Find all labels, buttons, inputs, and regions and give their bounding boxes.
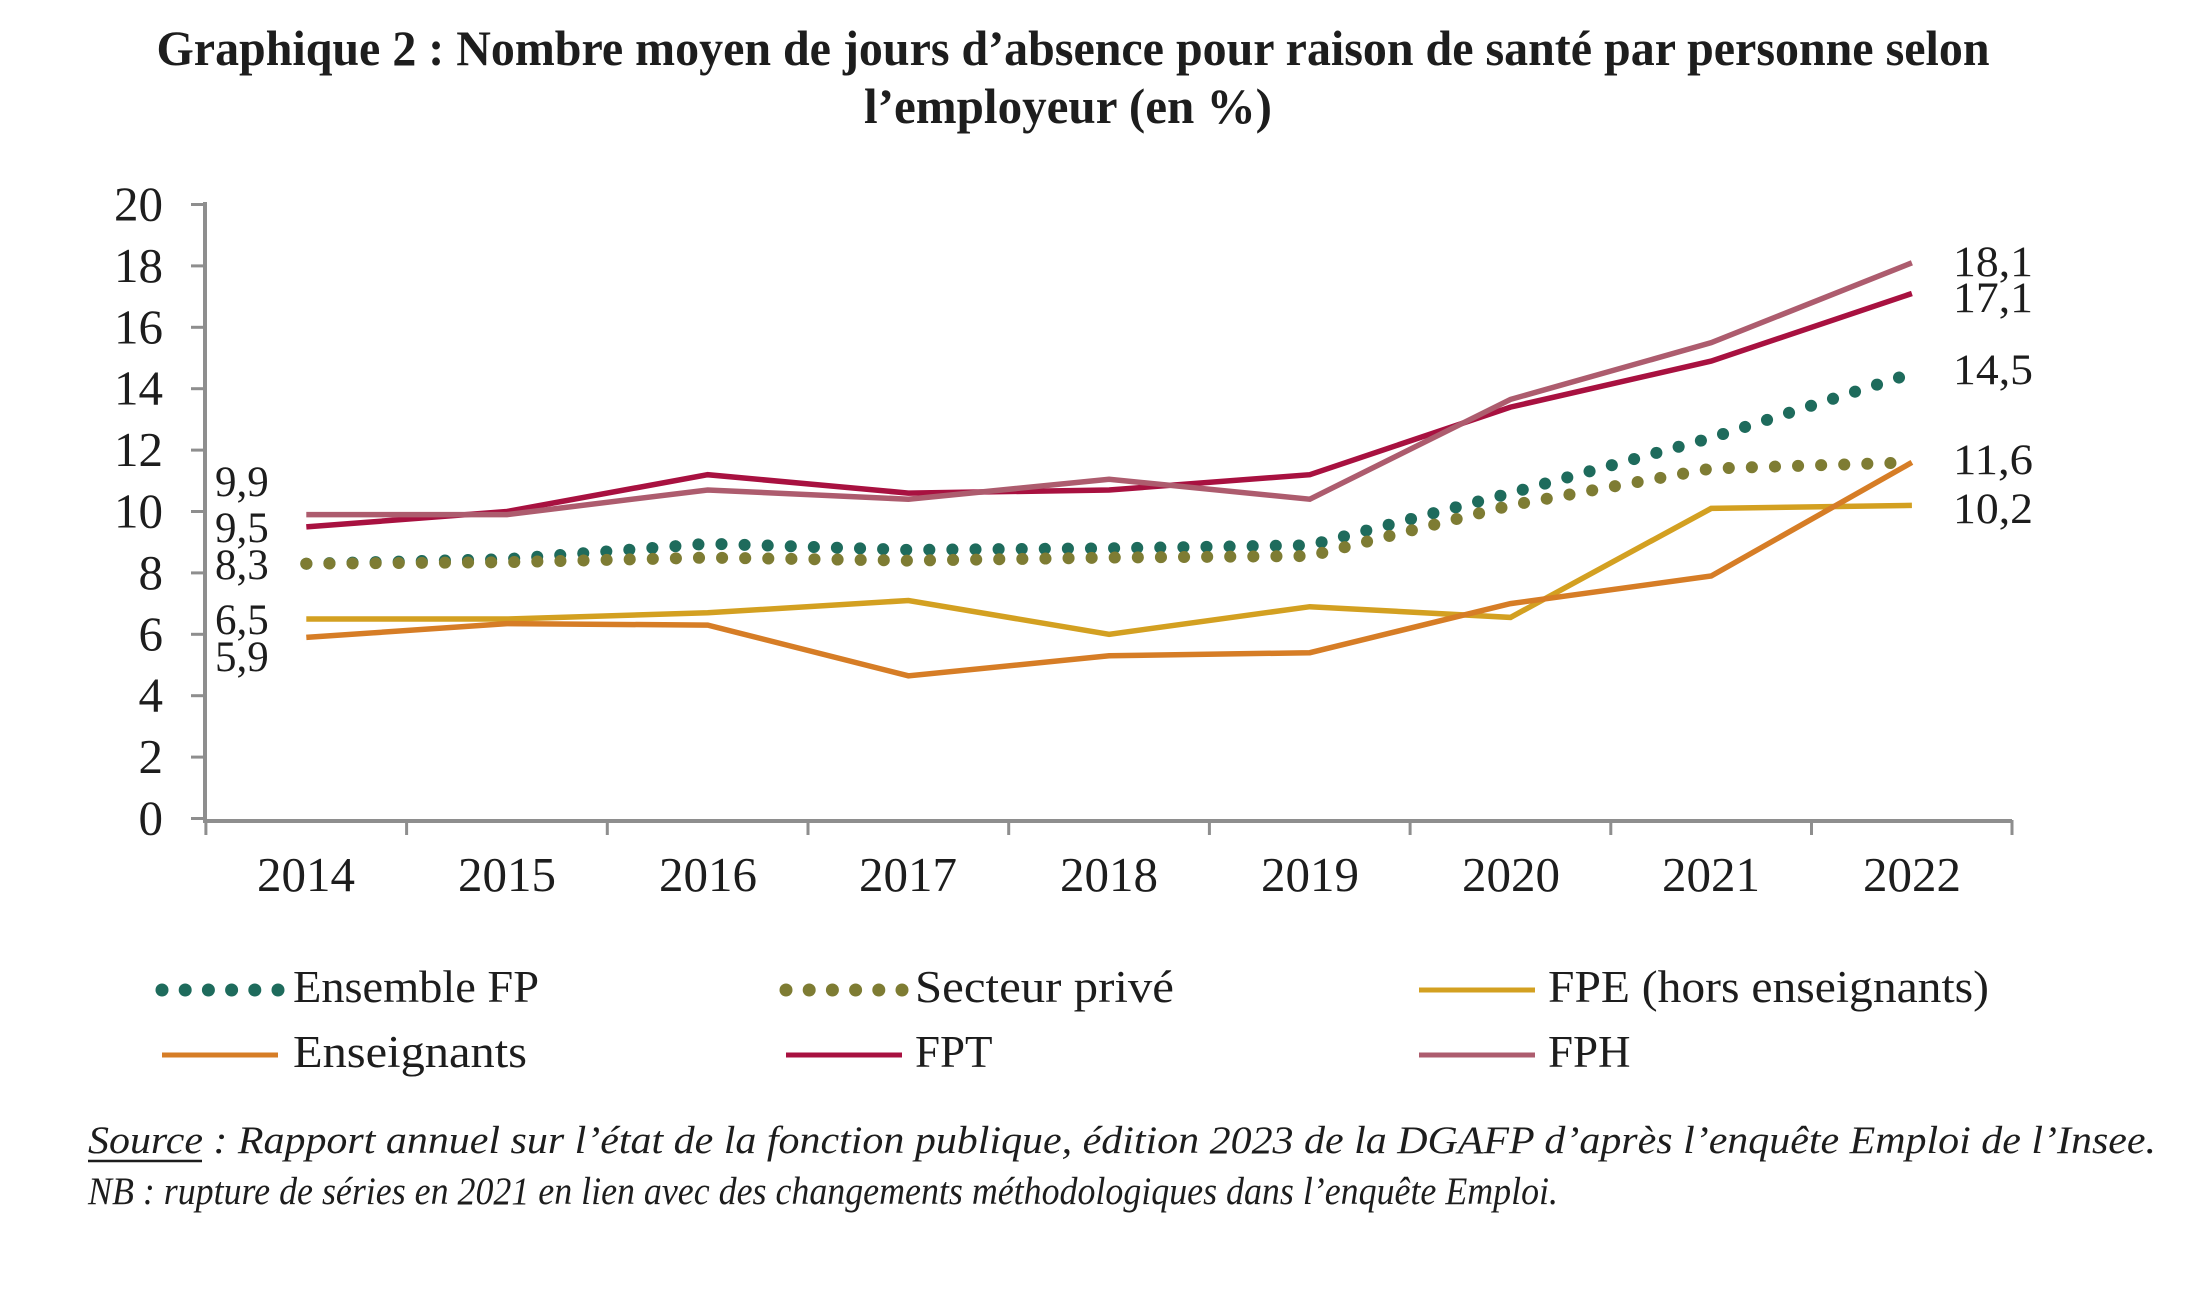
svg-text:Ensemble FP: Ensemble FP (293, 962, 539, 1012)
svg-text:10,2: 10,2 (1953, 486, 2033, 533)
svg-text:2: 2 (139, 729, 164, 784)
svg-text:18: 18 (114, 238, 163, 293)
svg-text:5,9: 5,9 (215, 634, 269, 681)
svg-text:18,1: 18,1 (1953, 239, 2033, 286)
svg-text:l’employeur (en %): l’employeur (en %) (864, 78, 1272, 134)
svg-text:2015: 2015 (458, 847, 556, 902)
svg-text:0: 0 (139, 791, 164, 846)
svg-text:11,6: 11,6 (1953, 437, 2033, 484)
svg-text:2019: 2019 (1261, 847, 1359, 902)
svg-text:9,5: 9,5 (215, 505, 269, 552)
svg-text:2022: 2022 (1863, 847, 1961, 902)
svg-text:FPE (hors enseignants): FPE (hors enseignants) (1548, 962, 1989, 1012)
svg-text:2016: 2016 (659, 847, 757, 902)
svg-text:6: 6 (139, 606, 164, 661)
svg-text:16: 16 (114, 299, 163, 354)
svg-text:2017: 2017 (859, 847, 957, 902)
svg-text:17,1: 17,1 (1953, 275, 2033, 322)
svg-text:14,5: 14,5 (1953, 347, 2033, 394)
svg-text:2014: 2014 (257, 847, 355, 902)
svg-text:8: 8 (139, 545, 164, 600)
svg-text:6,5: 6,5 (215, 597, 269, 644)
svg-text:FPT: FPT (915, 1027, 993, 1077)
svg-text:9,9: 9,9 (215, 459, 269, 506)
svg-text:2020: 2020 (1462, 847, 1560, 902)
svg-text:4: 4 (139, 668, 164, 723)
svg-text:20: 20 (114, 177, 163, 232)
svg-text:NB : rupture de séries en 2021: NB : rupture de séries en 2021 en lien a… (87, 1170, 1558, 1213)
svg-text:Secteur privé: Secteur privé (915, 962, 1174, 1012)
svg-text:FPH: FPH (1548, 1027, 1631, 1077)
svg-text:Graphique 2 : Nombre moyen de: Graphique 2 : Nombre moyen de jours d’ab… (157, 20, 1990, 76)
svg-text:14: 14 (114, 361, 163, 416)
svg-text:2018: 2018 (1060, 847, 1158, 902)
svg-text:Source : Rapport annuel sur l’: Source : Rapport annuel sur l’état de la… (88, 1119, 2156, 1162)
svg-text:2021: 2021 (1662, 847, 1760, 902)
svg-text:8,3: 8,3 (215, 542, 269, 589)
svg-text:Enseignants: Enseignants (293, 1027, 527, 1077)
svg-text:10: 10 (114, 484, 163, 539)
svg-text:12: 12 (114, 422, 163, 477)
